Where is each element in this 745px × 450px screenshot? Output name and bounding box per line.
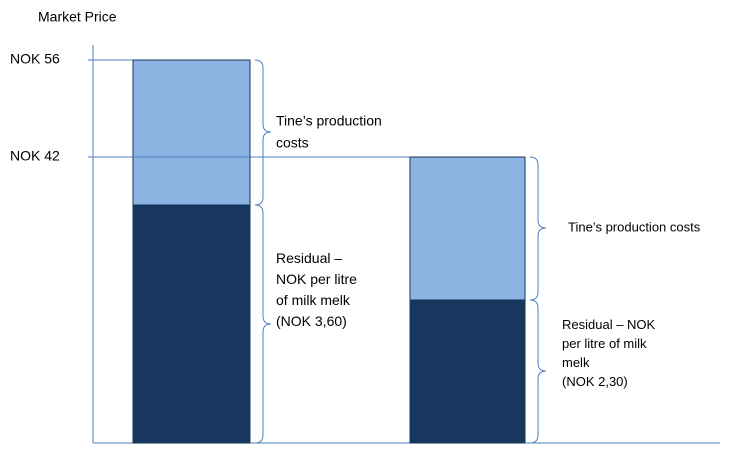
price-level: NOK 42 xyxy=(10,148,60,164)
residual-segment xyxy=(132,204,251,444)
segment-label: Residual – xyxy=(276,250,342,266)
brace xyxy=(254,59,272,206)
brace xyxy=(254,204,272,444)
segment-label: per litre of milk xyxy=(562,336,647,351)
segment-label: Residual – NOK xyxy=(562,317,656,332)
segment-label: costs xyxy=(276,135,309,151)
labels: Tine’s production costs Residual – NOK per … xyxy=(276,113,701,389)
segment-label: (NOK 2,30) xyxy=(562,374,628,389)
cost-segment xyxy=(409,156,526,301)
segment-label: Tine’s production costs xyxy=(568,219,701,234)
axis-title: Market Price xyxy=(38,9,117,25)
segment-label: of milk melk xyxy=(276,292,351,308)
segment-label: melk xyxy=(562,355,590,370)
residual-segment xyxy=(409,299,526,444)
segment-label: (NOK 3,60) xyxy=(276,313,347,329)
segment-label: Tine’s production xyxy=(276,113,382,129)
cost-segment xyxy=(132,59,251,206)
brace xyxy=(529,299,547,444)
brace xyxy=(529,156,547,301)
price-level: NOK 56 xyxy=(10,51,60,67)
segment-label: NOK per litre xyxy=(276,271,357,287)
